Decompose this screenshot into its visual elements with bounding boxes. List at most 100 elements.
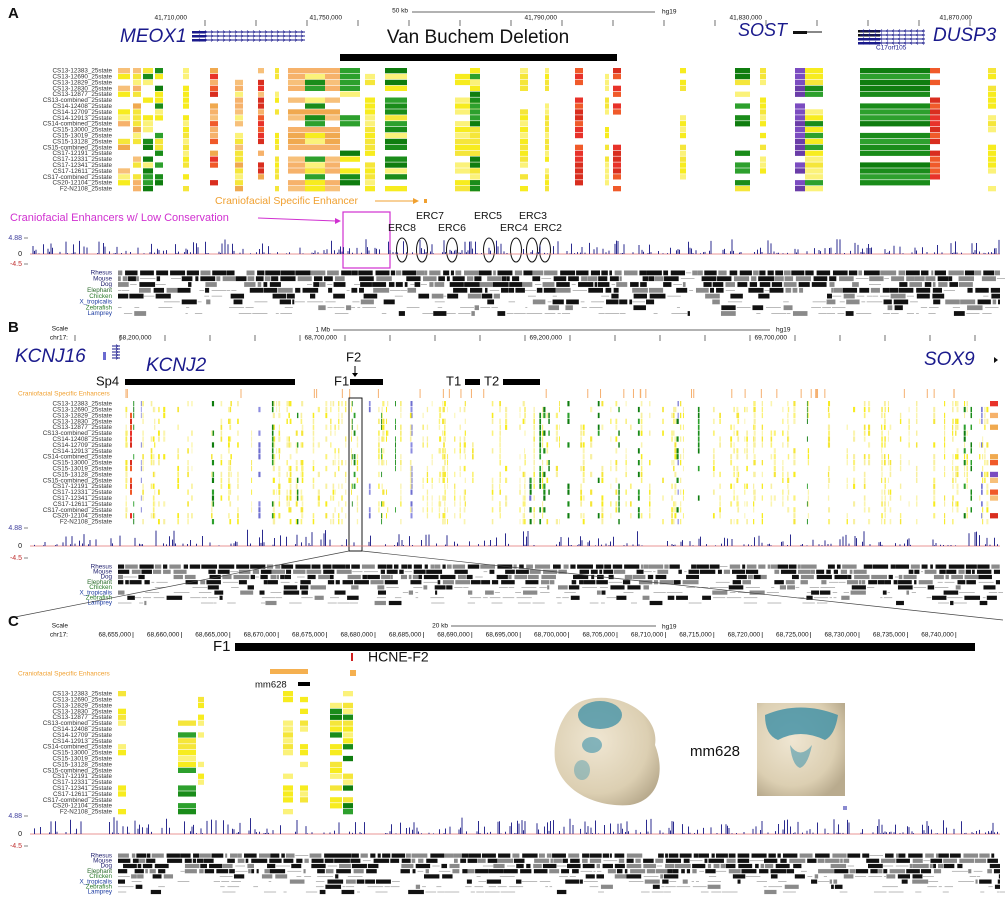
alignment-block	[493, 864, 504, 868]
chromatin-state	[439, 501, 441, 506]
chromatin-state	[313, 419, 315, 424]
chromatin-state	[465, 419, 466, 424]
alignment-block	[965, 575, 979, 579]
chromatin-state	[580, 490, 582, 495]
ruler-tick-label: 68,705,000	[582, 632, 615, 639]
chromatin-state	[305, 186, 325, 191]
chromatin-state	[158, 431, 160, 436]
chromatin-state	[698, 419, 700, 424]
alignment-block	[721, 305, 735, 310]
chromatin-state	[760, 74, 766, 79]
chromatin-state	[275, 162, 279, 167]
alignment-block	[606, 288, 612, 293]
chromatin-state	[986, 507, 988, 512]
alignment-block	[470, 288, 482, 293]
chromatin-state	[698, 436, 700, 441]
chromatin-state	[325, 401, 327, 406]
figure: A41,710,00041,750,00041,790,00041,830,00…	[0, 0, 1005, 900]
assembly-label: hg19	[662, 9, 677, 16]
chromatin-state	[982, 466, 983, 471]
chromatin-state	[520, 74, 528, 79]
alignment-block	[401, 575, 407, 579]
chromatin-state	[734, 495, 735, 500]
image-label: mm628	[690, 743, 740, 760]
alignment-block	[959, 859, 974, 863]
chromatin-state	[548, 466, 549, 471]
chromatin-state	[828, 401, 830, 406]
alignment-block	[479, 271, 492, 276]
alignment-block	[655, 859, 663, 863]
alignment-block	[152, 854, 164, 858]
chromatin-state	[916, 466, 917, 471]
chromatin-state	[610, 407, 611, 412]
alignment-block	[930, 565, 933, 569]
chromatin-state	[754, 431, 756, 436]
chromatin-state	[556, 472, 558, 477]
erc-label: ERC4	[500, 222, 528, 234]
chromatin-state	[615, 478, 617, 483]
chromatin-state	[671, 431, 673, 436]
chromatin-state	[787, 431, 788, 436]
chromatin-state	[868, 442, 870, 447]
alignment-block	[526, 864, 530, 868]
alignment-block	[565, 305, 572, 310]
chromatin-state	[288, 413, 289, 418]
chromatin-state	[539, 413, 541, 418]
chromatin-state	[539, 519, 541, 524]
chromatin-state	[447, 472, 448, 477]
chromatin-state	[492, 431, 494, 436]
alignment-block	[424, 575, 439, 579]
chromatin-state	[505, 413, 507, 418]
alignment-block	[793, 311, 808, 316]
chromatin-state	[762, 495, 763, 500]
alignment-block	[570, 859, 580, 863]
chromatin-state	[210, 180, 218, 185]
chromatin-state	[340, 68, 360, 73]
chromatin-state	[464, 519, 466, 524]
chromatin-state	[805, 115, 823, 120]
alignment-block	[999, 874, 1000, 878]
scale-bar-label: 1 Mb	[316, 327, 331, 334]
chromatin-state	[735, 92, 750, 97]
alignment-block	[737, 575, 747, 579]
alignment-block	[158, 869, 165, 873]
alignment-block	[464, 271, 478, 276]
chromatin-state	[671, 460, 673, 465]
chromatin-state	[423, 442, 424, 447]
chromatin-state	[187, 436, 189, 441]
track-label: F2-N2108_25state	[60, 519, 113, 526]
chromatin-state	[301, 472, 303, 477]
chromatin-state	[524, 460, 525, 465]
chromatin-state	[301, 413, 303, 418]
chromatin-state	[365, 151, 375, 156]
chromatin-state	[753, 519, 754, 524]
chromatin-state	[930, 121, 940, 126]
chromatin-state	[868, 401, 870, 406]
chromatin-state	[313, 448, 315, 453]
chromatin-state	[400, 501, 401, 506]
alignment-block	[938, 854, 948, 858]
chromatin-state	[677, 448, 679, 453]
alignment-block	[354, 869, 364, 873]
chromatin-state	[881, 478, 882, 483]
chromatin-state	[795, 92, 805, 97]
chromatin-state	[890, 425, 892, 430]
chromatin-state	[590, 454, 592, 459]
chromatin-state	[118, 715, 126, 720]
chromatin-state	[971, 460, 972, 465]
chromatin-state	[235, 174, 243, 179]
chromatin-state	[133, 513, 134, 518]
alignment-block	[591, 271, 600, 276]
alignment-block	[199, 869, 203, 873]
chromatin-state	[411, 442, 413, 447]
alignment-block	[236, 565, 249, 569]
alignment-block	[831, 288, 833, 293]
chromatin-state	[988, 186, 996, 191]
alignment-block	[335, 591, 346, 595]
chromatin-state	[352, 501, 353, 506]
chromatin-state	[952, 501, 953, 506]
chromatin-state	[212, 519, 214, 524]
chromatin-state	[395, 442, 396, 447]
alignment-block	[134, 311, 146, 316]
chromatin-state	[177, 519, 179, 524]
